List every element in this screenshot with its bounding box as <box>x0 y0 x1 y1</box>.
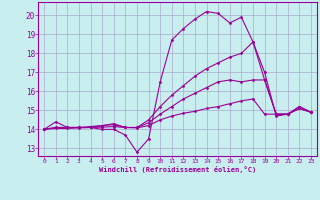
X-axis label: Windchill (Refroidissement éolien,°C): Windchill (Refroidissement éolien,°C) <box>99 166 256 173</box>
